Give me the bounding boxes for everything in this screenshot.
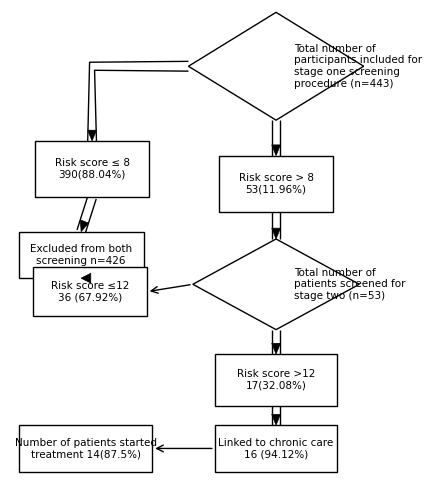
- FancyBboxPatch shape: [219, 156, 333, 212]
- Polygon shape: [193, 239, 359, 330]
- Polygon shape: [81, 274, 91, 283]
- Polygon shape: [272, 414, 280, 425]
- FancyBboxPatch shape: [215, 425, 337, 472]
- FancyBboxPatch shape: [35, 141, 149, 198]
- Text: Risk score > 8
53(11.96%): Risk score > 8 53(11.96%): [239, 173, 313, 195]
- Polygon shape: [88, 130, 97, 141]
- Polygon shape: [272, 344, 280, 354]
- Polygon shape: [189, 12, 364, 120]
- Text: Total number of
patients screened for
stage two (n=53): Total number of patients screened for st…: [294, 268, 405, 301]
- Text: Total number of
participants included for
stage one screening
procedure (n=443): Total number of participants included fo…: [294, 44, 422, 88]
- Polygon shape: [80, 220, 89, 232]
- Text: Excluded from both
screening n=426: Excluded from both screening n=426: [30, 244, 132, 266]
- Text: Risk score ≤12
36 (67.92%): Risk score ≤12 36 (67.92%): [51, 281, 129, 302]
- FancyBboxPatch shape: [19, 232, 143, 278]
- FancyBboxPatch shape: [33, 267, 147, 316]
- FancyBboxPatch shape: [19, 425, 152, 472]
- Text: Risk score >12
17(32.08%): Risk score >12 17(32.08%): [237, 369, 315, 390]
- Text: Risk score ≤ 8
390(88.04%): Risk score ≤ 8 390(88.04%): [55, 158, 130, 180]
- Polygon shape: [272, 145, 280, 156]
- FancyBboxPatch shape: [215, 354, 337, 406]
- Text: Linked to chronic care
16 (94.12%): Linked to chronic care 16 (94.12%): [219, 438, 334, 459]
- Polygon shape: [272, 228, 280, 239]
- Text: Number of patients started
treatment 14(87.5%): Number of patients started treatment 14(…: [14, 438, 156, 459]
